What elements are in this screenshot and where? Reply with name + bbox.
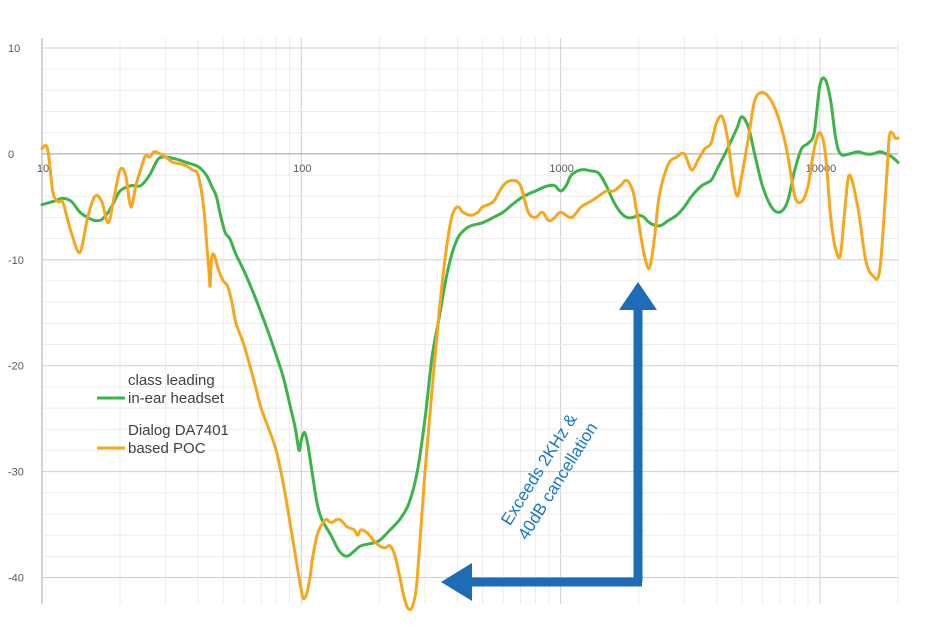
legend-label-1: Dialog DA7401 — [128, 422, 229, 439]
legend-label-1: based POC — [128, 440, 206, 457]
series-line-1 — [40, 91, 900, 612]
x-tick-label: 10000 — [806, 163, 837, 175]
y-tick-label: -30 — [8, 467, 24, 479]
y-axis-ticks: 10 0 -10 -20 -30 -40 — [8, 43, 24, 585]
y-tick-label: 10 — [8, 43, 20, 55]
x-tick-label: 10 — [37, 163, 49, 175]
y-tick-label: -20 — [8, 361, 24, 373]
annotation-arrowhead-left — [441, 563, 472, 601]
annotation-arrowhead-up — [619, 282, 657, 310]
x-tick-label: 100 — [293, 163, 311, 175]
y-tick-label: -40 — [8, 573, 24, 585]
series-lines — [40, 76, 900, 612]
y-tick-label: -10 — [8, 255, 24, 267]
series-line-0 — [40, 76, 900, 558]
grid — [41, 38, 899, 604]
x-tick-label: 1000 — [549, 163, 573, 175]
x-axis-ticks: 10 100 1000 10000 — [37, 163, 836, 175]
legend-label-0: class leading — [128, 372, 215, 389]
legend-label-0: in-ear headset — [128, 390, 225, 407]
y-tick-label: 0 — [8, 149, 14, 161]
